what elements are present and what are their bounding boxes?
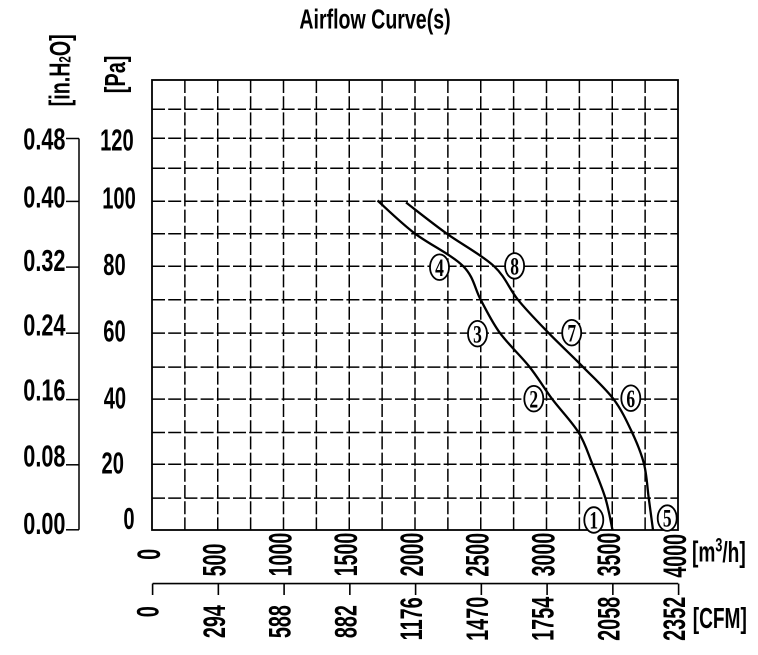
svg-text:20: 20 (102, 445, 124, 481)
svg-text:7: 7 (567, 319, 576, 347)
svg-text:0: 0 (123, 501, 134, 537)
svg-text:0.48: 0.48 (23, 122, 65, 157)
svg-text:[in.H2O]: [in.H2O] (45, 34, 77, 106)
svg-text:80: 80 (103, 246, 125, 282)
svg-text:[CFM]: [CFM] (693, 603, 747, 635)
svg-text:2352: 2352 (656, 597, 692, 641)
svg-text:882: 882 (328, 605, 364, 638)
svg-text:60: 60 (103, 313, 125, 349)
svg-text:0.40: 0.40 (23, 180, 65, 215)
svg-text:1176: 1176 (393, 597, 429, 640)
svg-text:0.32: 0.32 (23, 243, 65, 278)
svg-text:Airflow Curve(s): Airflow Curve(s) (299, 4, 450, 35)
svg-text:[Pa]: [Pa] (101, 56, 132, 94)
svg-text:3: 3 (473, 320, 482, 348)
svg-text:2500: 2500 (460, 533, 496, 577)
svg-text:294: 294 (196, 605, 232, 638)
svg-text:4000: 4000 (657, 534, 693, 578)
svg-text:1470: 1470 (459, 597, 495, 641)
svg-text:3500: 3500 (591, 533, 627, 577)
svg-text:8: 8 (510, 252, 519, 280)
svg-text:0: 0 (130, 606, 166, 617)
svg-text:6: 6 (626, 385, 635, 413)
svg-text:2000: 2000 (394, 533, 430, 577)
svg-text:1: 1 (589, 507, 598, 535)
svg-text:4: 4 (435, 254, 444, 282)
svg-text:1000: 1000 (262, 533, 298, 577)
svg-text:1754: 1754 (525, 596, 561, 640)
svg-text:2058: 2058 (591, 597, 627, 641)
svg-text:40: 40 (104, 380, 126, 416)
svg-text:1500: 1500 (328, 533, 364, 577)
svg-text:0: 0 (131, 549, 167, 560)
svg-text:0.00: 0.00 (23, 506, 65, 541)
svg-text:0.24: 0.24 (23, 308, 65, 343)
svg-text:500: 500 (197, 544, 233, 577)
svg-text:588: 588 (262, 605, 298, 638)
svg-text:3000: 3000 (525, 533, 561, 577)
svg-text:0.08: 0.08 (23, 439, 65, 474)
svg-text:0.16: 0.16 (23, 373, 65, 408)
svg-text:2: 2 (529, 385, 538, 413)
svg-text:5: 5 (663, 505, 672, 533)
svg-text:120: 120 (100, 122, 134, 158)
svg-text:100: 100 (102, 180, 136, 216)
